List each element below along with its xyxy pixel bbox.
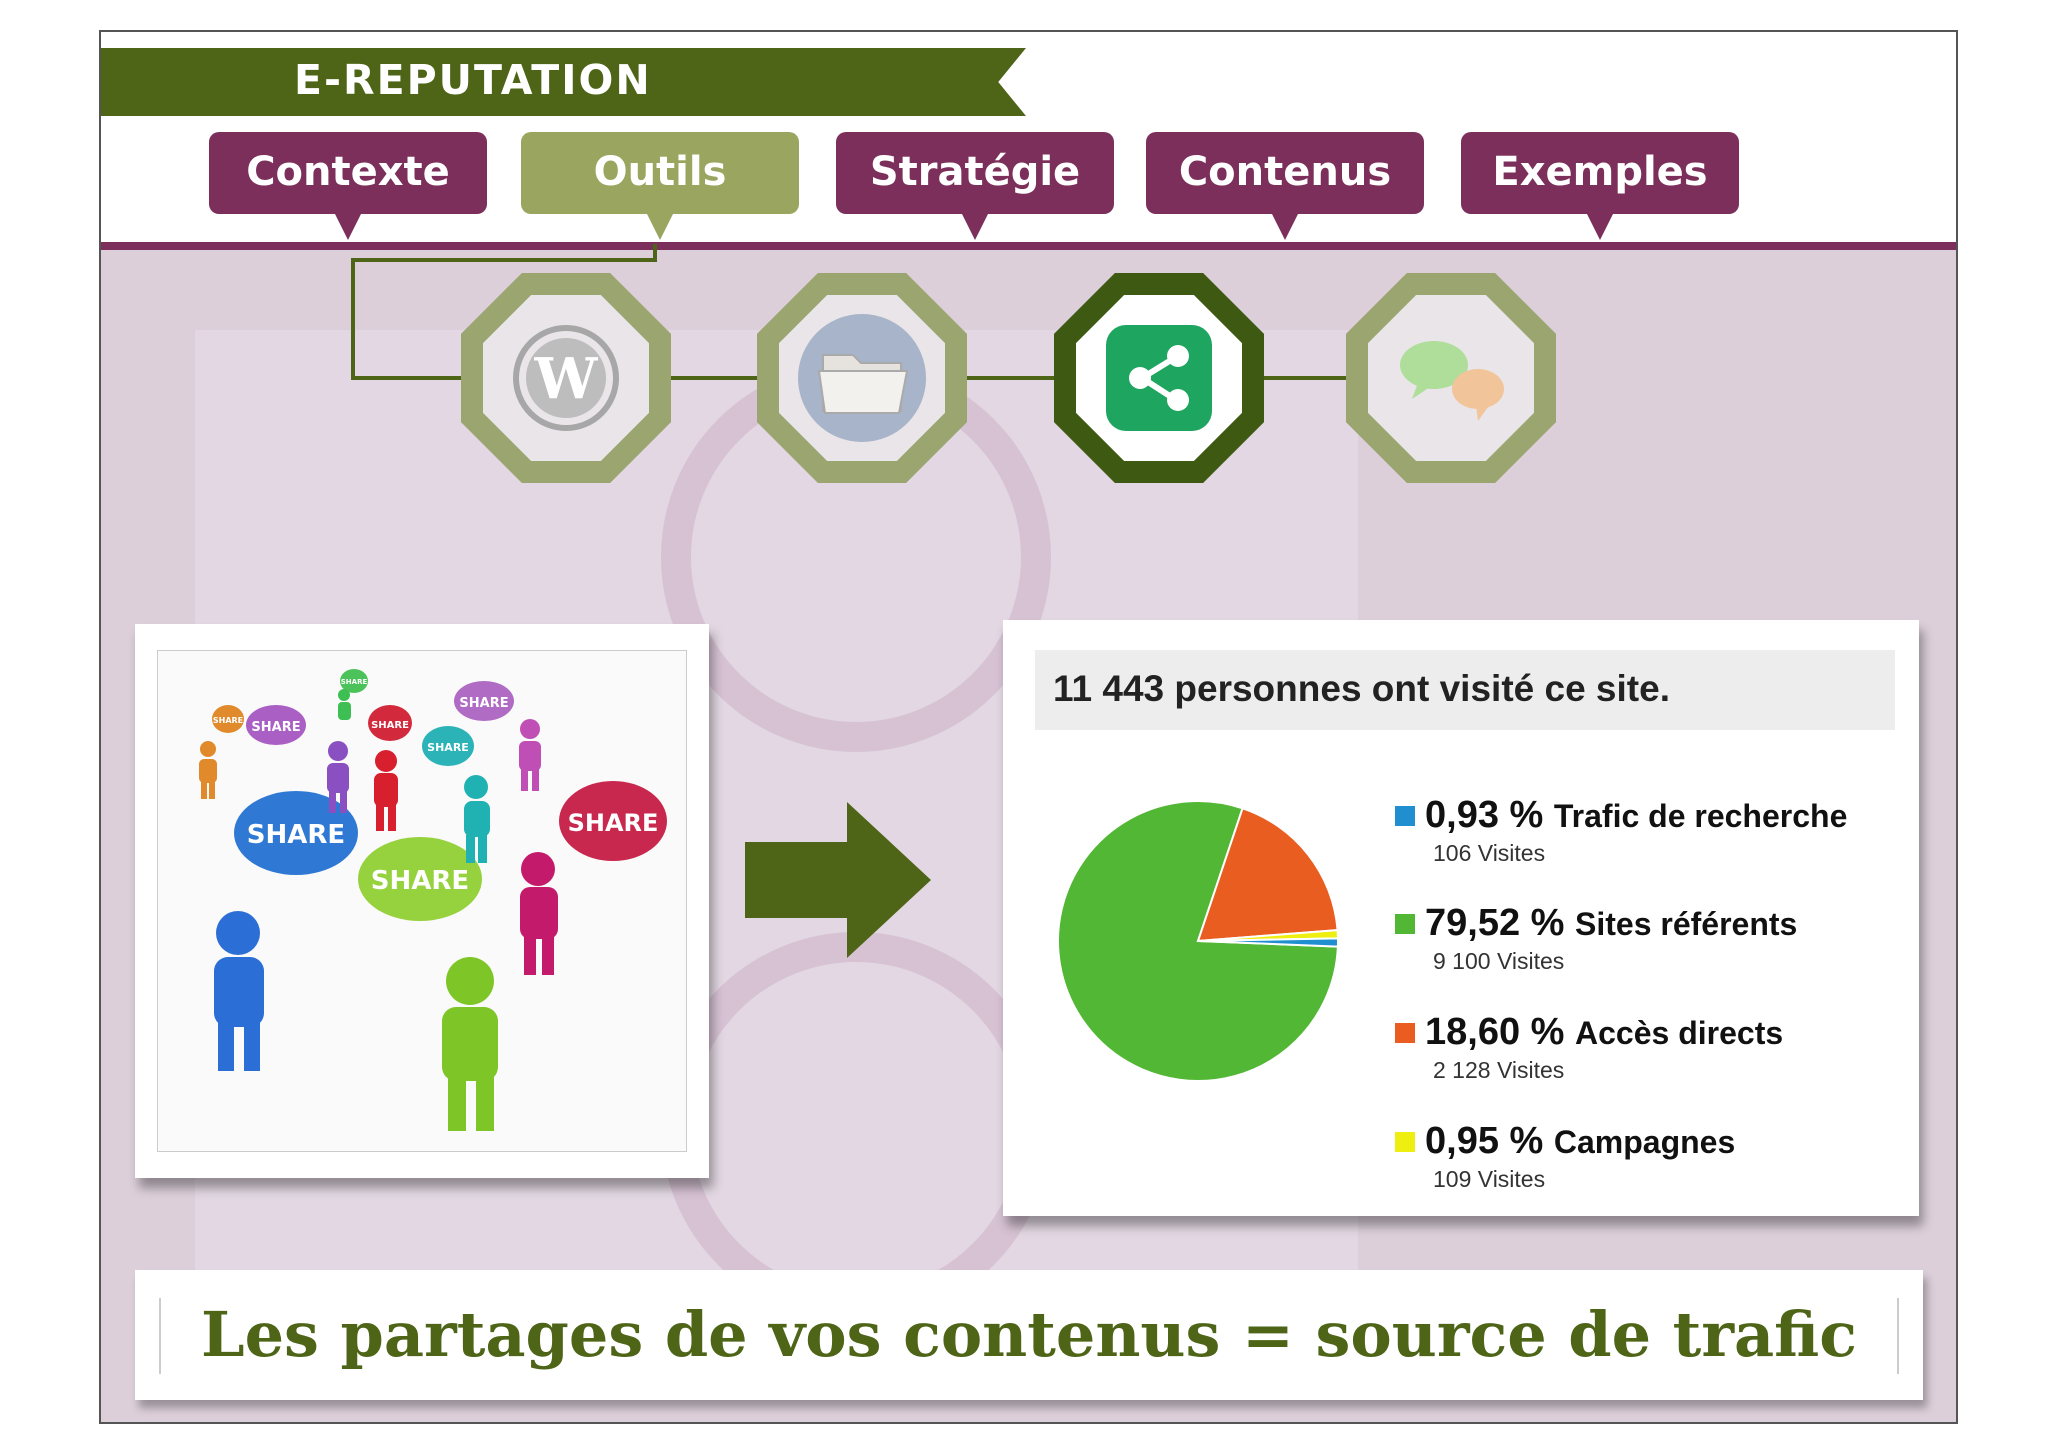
banner-title: E-REPUTATION (294, 56, 652, 104)
legend-label: Accès directs (1575, 1015, 1784, 1051)
connector-line (653, 244, 657, 260)
person-figure (199, 741, 217, 799)
traffic-pie-chart (1057, 800, 1339, 1082)
share-people-illustration: SHARE SHARE SHARE SHARE SHARE (199, 669, 667, 1131)
legend-value: 0,95 % (1425, 1120, 1544, 1162)
tool-folder[interactable] (757, 273, 967, 483)
legend-label: Trafic de recherche (1553, 798, 1848, 834)
legend-visits: 9 100 Visites (1433, 948, 1565, 974)
legend-swatch (1395, 1132, 1415, 1152)
svg-text:SHARE: SHARE (371, 866, 469, 896)
chat-bubbles-icon (1400, 341, 1504, 421)
speech-bubble: SHARE (358, 837, 482, 921)
person-figure (464, 775, 490, 863)
divider (159, 1298, 161, 1374)
person-figure (442, 957, 498, 1131)
svg-text:SHARE: SHARE (251, 720, 300, 735)
tab-exemples[interactable]: Exemples (1461, 132, 1739, 240)
tab-contenus[interactable]: Contenus (1146, 132, 1424, 240)
person-figure (520, 852, 558, 975)
speech-bubble: SHARE (454, 681, 514, 721)
tool-chat[interactable] (1346, 273, 1556, 483)
svg-text:SHARE: SHARE (459, 696, 508, 711)
header-divider (101, 242, 1956, 251)
legend-label: Sites référents (1575, 906, 1798, 942)
legend-visits: 2 128 Visites (1433, 1057, 1565, 1083)
share-icon (1106, 325, 1212, 431)
svg-text:SHARE: SHARE (427, 741, 469, 754)
legend-visits: 109 Visites (1433, 1166, 1546, 1192)
divider (1897, 1298, 1899, 1374)
tab-contexte[interactable]: Contexte (209, 132, 487, 240)
legend-swatch (1395, 914, 1415, 934)
svg-text:SHARE: SHARE (213, 716, 243, 725)
wordpress-icon: W (513, 325, 619, 431)
caption-box: Les partages de vos contenus = source de… (135, 1270, 1923, 1400)
speech-bubble: SHARE (368, 705, 412, 741)
stats-headline: 11 443 personnes ont visité ce site. (1053, 668, 1670, 709)
legend-value: 0,93 % (1425, 794, 1544, 836)
svg-text:W: W (534, 346, 599, 412)
speech-bubble: SHARE (559, 781, 667, 861)
tab-strategie[interactable]: Stratégie (836, 132, 1114, 240)
connector-line (351, 258, 657, 262)
stats-header: 11 443 personnes ont visité ce site. (1035, 650, 1895, 730)
legend-swatch (1395, 1023, 1415, 1043)
person-figure (338, 689, 351, 720)
speech-bubble: SHARE (212, 705, 244, 733)
speech-bubble: SHARE (246, 705, 306, 745)
legend-value: 18,60 % (1425, 1011, 1565, 1053)
connector-line (351, 258, 355, 378)
watermark-ring (661, 932, 1051, 1322)
slide: E-REPUTATION Contexte Outils Stratégie C… (99, 30, 1958, 1424)
pie-slice (1197, 937, 1339, 948)
svg-text:SHARE: SHARE (247, 820, 345, 850)
traffic-stats-card: 11 443 personnes ont visité ce site. 0,9… (1003, 620, 1919, 1216)
legend-swatch (1395, 806, 1415, 826)
legend-visits: 106 Visites (1433, 840, 1546, 866)
people-sharing-image: SHARE SHARE SHARE SHARE SHARE (135, 624, 709, 1178)
person-figure (214, 911, 264, 1071)
speech-bubble: SHARE (234, 791, 358, 875)
tool-wordpress[interactable]: W (461, 273, 671, 483)
legend-value: 79,52 % (1425, 902, 1565, 944)
folder-icon (798, 314, 926, 442)
svg-text:SHARE: SHARE (568, 809, 659, 837)
svg-text:SHARE: SHARE (371, 720, 409, 731)
legend-label: Campagnes (1553, 1124, 1736, 1160)
speech-bubble: SHARE (422, 726, 474, 766)
tool-share[interactable] (1054, 273, 1264, 483)
section-banner: E-REPUTATION (101, 48, 1026, 116)
footer-caption: Les partages de vos contenus = source de… (201, 1298, 1857, 1371)
svg-text:SHARE: SHARE (341, 678, 368, 686)
pie-slice (1196, 807, 1339, 943)
person-figure (327, 741, 349, 813)
tab-outils[interactable]: Outils (521, 132, 799, 240)
right-arrow-icon (745, 802, 931, 958)
person-figure (519, 719, 541, 791)
person-figure (374, 750, 398, 831)
speech-bubble: SHARE (340, 669, 368, 693)
